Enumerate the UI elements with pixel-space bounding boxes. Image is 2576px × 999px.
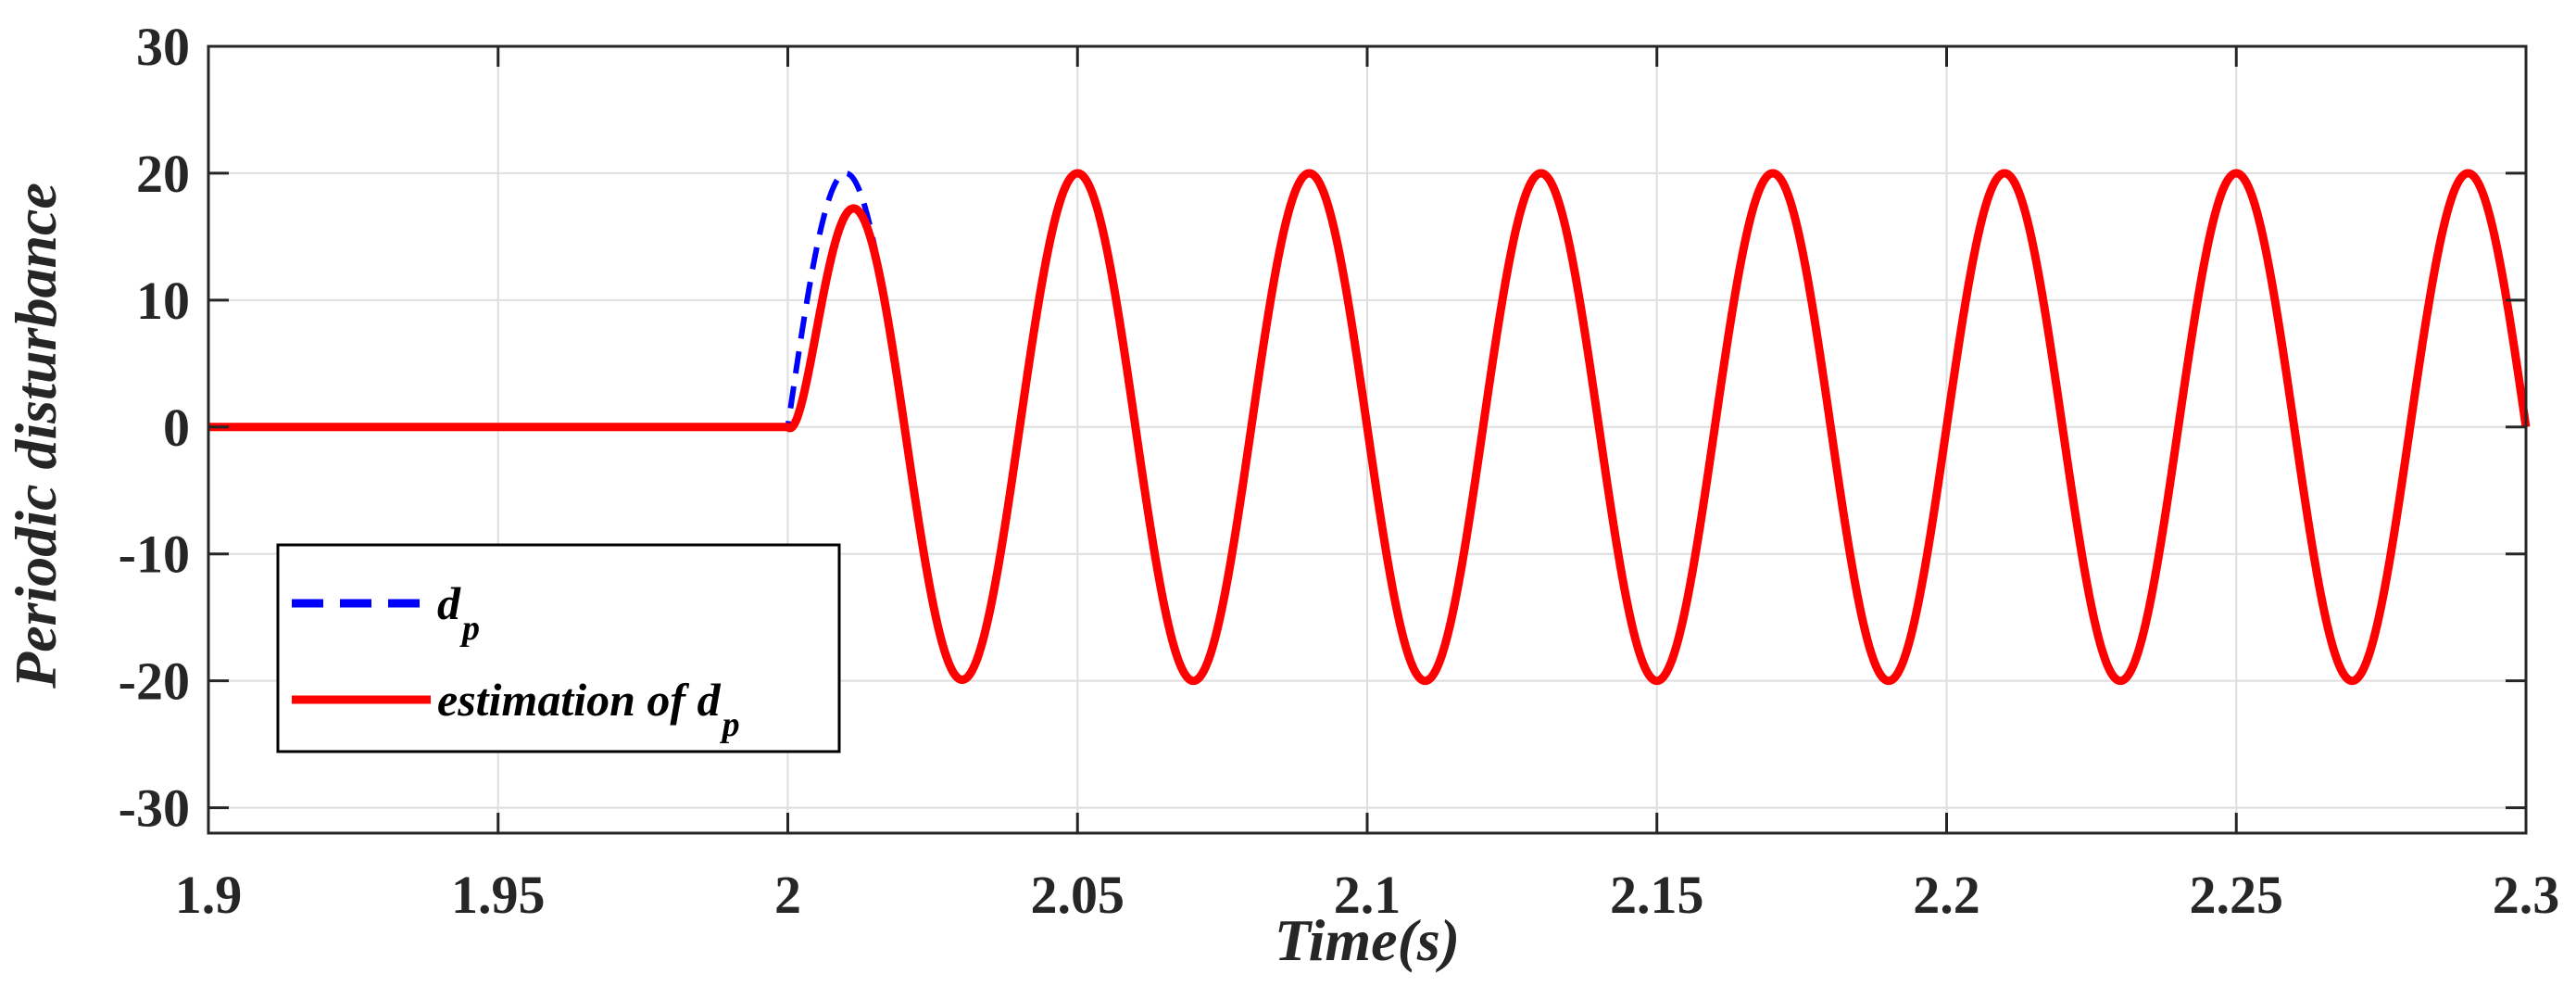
legend-label-dp: dp [437, 577, 480, 648]
x-tick-label: 2.3 [2493, 865, 2560, 925]
ticks: 1.9 1.95 2 2.05 2.1 2.15 2.2 2.25 2.3 30 20 10 0 -10 -… [119, 17, 2560, 925]
series-line-estimation [205, 169, 2531, 686]
y-tick-label: -20 [119, 651, 190, 712]
legend-box [276, 543, 841, 753]
x-tick-label: 2.1 [1334, 865, 1401, 925]
legend-label-estimation-main: estimation of d [437, 674, 722, 726]
y-axis-label: Periodic disturbance [3, 183, 69, 689]
y-tick-label: 20 [136, 144, 190, 204]
y-tick-label: 0 [163, 398, 190, 458]
y-tick-label: -10 [119, 525, 190, 585]
x-tick-label: 2.2 [1913, 865, 1980, 925]
x-tick-label: 1.95 [451, 865, 546, 925]
legend-label-dp-main: d [437, 577, 461, 629]
legend-label-dp-sub: p [459, 609, 480, 648]
series-layer [205, 169, 2531, 686]
x-tick-label: 2 [774, 865, 801, 925]
x-tick-label: 2.05 [1031, 865, 1125, 925]
x-tick-label: 1.9 [175, 865, 243, 925]
y-tick-label: -30 [119, 778, 190, 839]
x-axis-label: Time(s) [1275, 907, 1460, 973]
legend-label-estimation: estimation of dp [437, 674, 740, 744]
legend: dp estimation of dp [276, 543, 841, 753]
legend-label-estimation-sub: p [720, 705, 740, 744]
x-tick-label: 2.15 [1610, 865, 1704, 925]
x-tick-label: 2.25 [2190, 865, 2284, 925]
y-tick-label: 10 [136, 271, 190, 331]
y-tick-label: 30 [136, 17, 190, 77]
